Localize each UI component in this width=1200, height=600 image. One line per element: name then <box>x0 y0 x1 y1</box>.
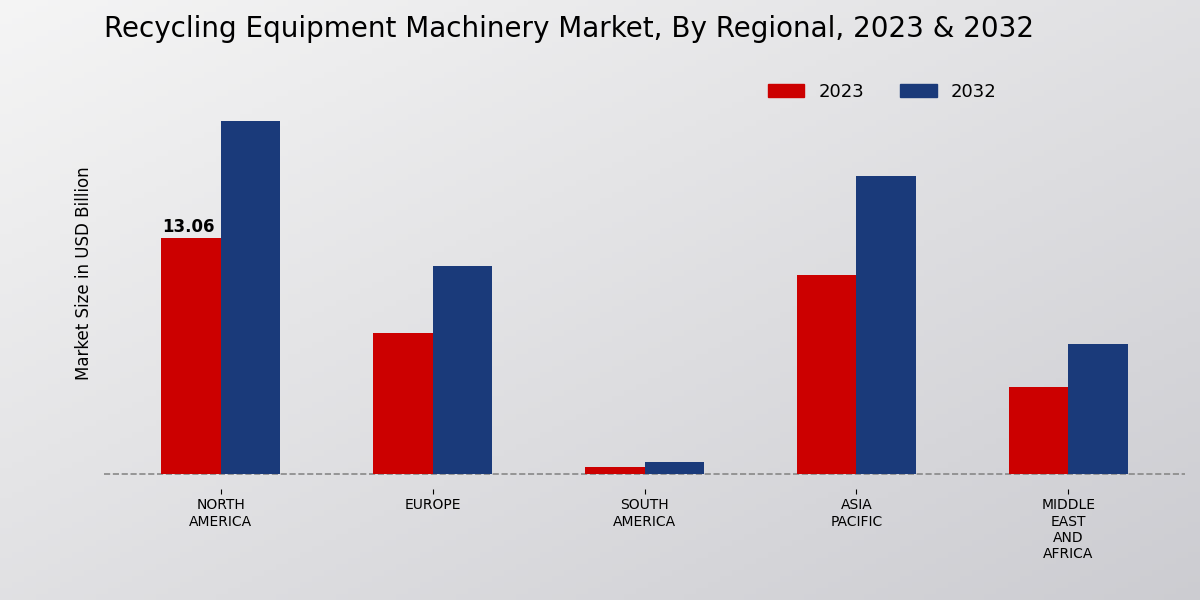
Bar <box>857 176 916 474</box>
Bar <box>644 461 704 474</box>
Text: Recycling Equipment Machinery Market, By Regional, 2023 & 2032: Recycling Equipment Machinery Market, By… <box>104 15 1034 43</box>
Bar <box>221 121 280 474</box>
Bar <box>433 266 492 474</box>
Bar <box>1068 344 1128 474</box>
Legend: 2023, 2032: 2023, 2032 <box>761 76 1004 108</box>
Y-axis label: Market Size in USD Billion: Market Size in USD Billion <box>74 166 94 380</box>
Bar <box>373 333 433 474</box>
Bar <box>161 238 221 474</box>
Bar <box>797 275 857 474</box>
Text: 13.06: 13.06 <box>163 218 215 236</box>
Bar <box>586 467 644 474</box>
Bar <box>1009 388 1068 474</box>
